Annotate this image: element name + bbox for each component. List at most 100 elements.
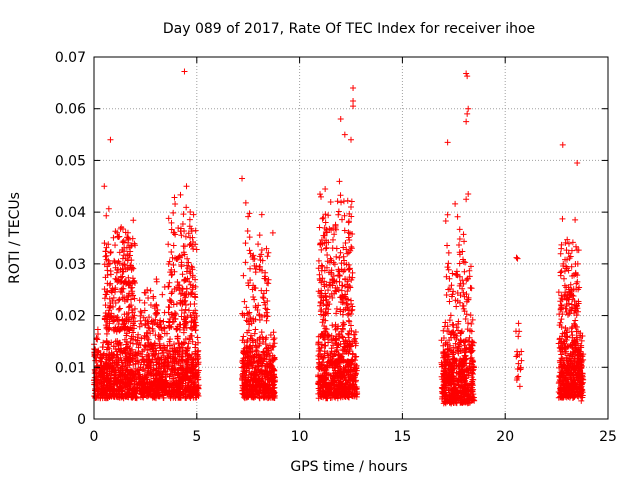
data-point xyxy=(112,285,119,292)
data-point xyxy=(256,340,263,347)
data-point xyxy=(156,360,163,367)
data-point xyxy=(118,357,125,364)
data-point xyxy=(170,242,177,249)
data-point xyxy=(271,367,278,374)
data-point xyxy=(114,229,121,236)
data-point xyxy=(187,234,194,241)
data-point xyxy=(112,242,119,249)
data-point xyxy=(336,178,343,185)
data-point xyxy=(166,296,173,303)
data-point xyxy=(117,388,124,395)
data-point xyxy=(132,349,139,356)
data-point xyxy=(467,284,474,291)
data-point xyxy=(182,314,189,321)
data-point xyxy=(165,303,172,310)
data-point xyxy=(171,372,178,379)
data-point xyxy=(127,324,134,331)
data-point xyxy=(254,306,261,313)
data-point xyxy=(103,252,110,259)
data-point xyxy=(516,328,523,335)
data-point xyxy=(117,384,124,391)
data-point xyxy=(106,356,113,363)
data-point xyxy=(182,306,189,313)
data-point xyxy=(107,280,114,287)
data-point xyxy=(265,394,272,401)
data-point xyxy=(107,136,114,143)
data-point xyxy=(117,288,124,295)
data-point xyxy=(129,313,136,320)
data-point xyxy=(145,295,152,302)
data-point xyxy=(334,198,341,205)
data-point xyxy=(113,276,120,283)
data-point xyxy=(110,318,117,325)
data-point xyxy=(130,315,137,322)
data-point xyxy=(264,313,271,320)
data-point xyxy=(159,347,166,354)
data-point xyxy=(189,264,196,271)
data-point xyxy=(99,344,106,351)
data-point xyxy=(327,357,334,364)
data-point xyxy=(107,368,114,375)
data-point xyxy=(263,317,270,324)
data-point xyxy=(445,260,452,267)
data-point xyxy=(102,253,109,260)
data-point xyxy=(153,276,160,283)
data-point xyxy=(143,329,150,336)
data-point xyxy=(111,259,118,266)
data-point xyxy=(568,263,575,270)
data-point xyxy=(153,347,160,354)
data-point xyxy=(347,322,354,329)
data-point xyxy=(269,229,276,236)
data-point xyxy=(176,253,183,260)
data-point xyxy=(181,277,188,284)
data-point xyxy=(195,367,202,374)
data-point xyxy=(174,388,181,395)
data-point xyxy=(265,276,272,283)
data-point xyxy=(261,371,268,378)
data-point xyxy=(178,382,185,389)
data-point xyxy=(102,313,109,320)
data-point xyxy=(171,229,178,236)
data-point xyxy=(175,394,182,401)
data-point xyxy=(258,313,265,320)
data-point xyxy=(126,279,133,286)
data-point xyxy=(101,369,108,376)
data-point xyxy=(122,380,129,387)
data-point xyxy=(103,244,110,251)
data-point xyxy=(146,356,153,363)
data-point xyxy=(170,261,177,268)
data-point xyxy=(107,271,114,278)
data-point xyxy=(344,197,351,204)
data-point xyxy=(127,252,134,259)
data-point xyxy=(190,211,197,218)
data-point xyxy=(244,343,251,350)
data-point xyxy=(267,362,274,369)
data-point xyxy=(97,391,104,398)
data-point xyxy=(137,351,144,358)
data-point xyxy=(117,354,124,361)
data-point xyxy=(249,336,256,343)
data-point xyxy=(168,249,175,256)
data-point xyxy=(178,307,185,314)
data-point xyxy=(239,375,246,382)
y-tick-label: 0.06 xyxy=(55,102,86,118)
data-point xyxy=(175,384,182,391)
data-point xyxy=(144,376,151,383)
y-tick-label: 0.01 xyxy=(55,360,86,376)
data-point xyxy=(134,337,141,344)
data-point xyxy=(111,359,118,366)
data-point xyxy=(119,268,126,275)
data-point xyxy=(340,198,347,205)
data-point xyxy=(115,297,122,304)
data-point xyxy=(250,391,257,398)
data-point xyxy=(126,385,133,392)
data-point xyxy=(254,337,261,344)
data-point xyxy=(352,335,359,342)
data-point xyxy=(110,351,117,358)
data-point xyxy=(258,246,265,253)
data-point xyxy=(178,313,185,320)
data-point xyxy=(179,221,186,228)
data-point xyxy=(135,344,142,351)
data-point xyxy=(158,371,165,378)
data-point xyxy=(115,306,122,313)
